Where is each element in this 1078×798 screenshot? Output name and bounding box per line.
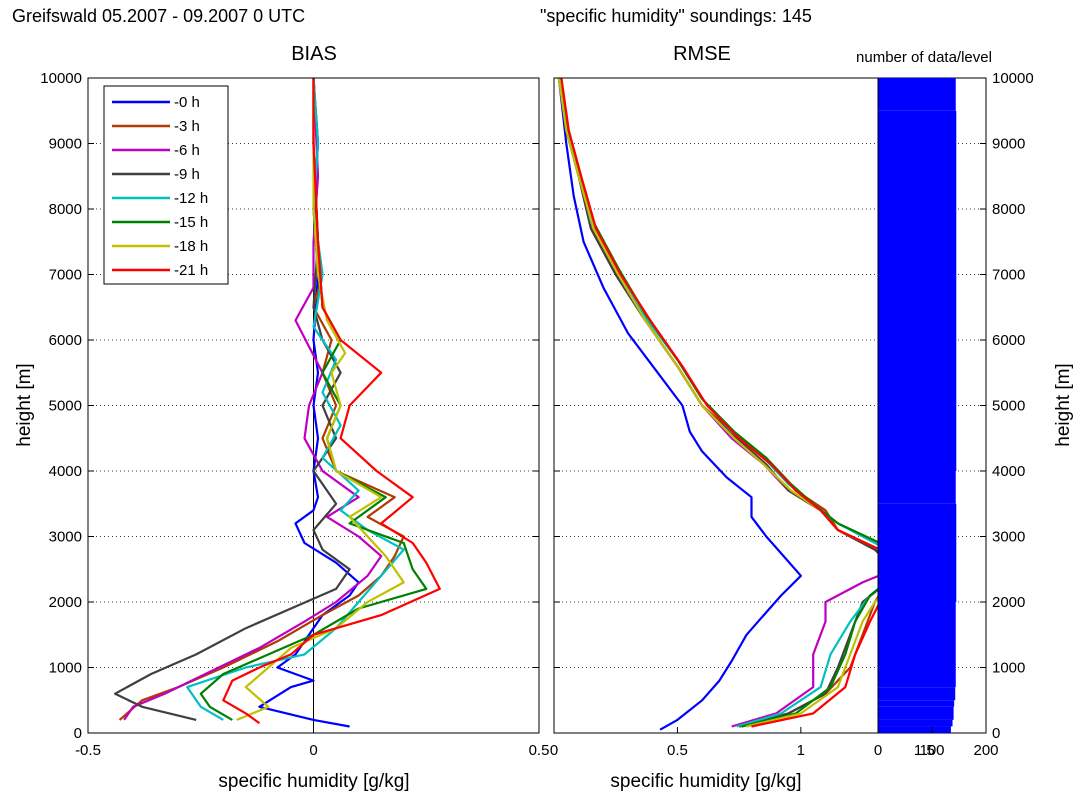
rmse-series-line	[557, 77, 896, 728]
count-bar	[878, 78, 956, 111]
rmse-xtick-label: 1	[797, 742, 805, 759]
bias-ytick-label: 10000	[40, 70, 82, 87]
count-bar	[878, 536, 957, 602]
bias-ytick-label: 5000	[49, 398, 82, 415]
count-ytick-label: 8000	[992, 201, 1025, 218]
count-title: number of data/level	[856, 49, 992, 66]
count-bar	[878, 274, 957, 340]
bias-series-line	[186, 77, 405, 721]
bias-ytick-label: 7000	[49, 267, 82, 284]
figure-header-right: "specific humidity" soundings: 145	[540, 6, 812, 26]
count-ytick-label: 10000	[992, 70, 1034, 87]
count-bar	[878, 503, 957, 537]
legend-label: -21 h	[174, 262, 208, 279]
rmse-series-line	[557, 77, 906, 728]
count-panel: number of data/level 0 100 200010002000300…	[856, 49, 1074, 759]
rmse-series-line	[557, 77, 906, 728]
legend-label: -12 h	[174, 190, 208, 207]
legend-label: -0 h	[174, 94, 200, 111]
count-ylabel: height [m]	[1053, 363, 1074, 446]
count-ytick-label: 1000	[992, 660, 1025, 677]
bias-legend: -0 h -3 h -6 h -9 h -12 h -15 h -18 h -21 h	[103, 85, 229, 285]
count-ytick-label: 6000	[992, 332, 1025, 349]
count-ytick-label: 5000	[992, 398, 1025, 415]
bias-xtick-label: 0.5	[529, 742, 550, 759]
count-bar	[878, 687, 956, 701]
rmse-series-line	[560, 77, 909, 728]
bias-series-line	[236, 78, 405, 721]
bias-series-line	[118, 77, 405, 721]
legend-label: -6 h	[174, 142, 200, 159]
bias-xlabel: specific humidity [g/kg]	[218, 771, 409, 792]
count-ytick-label: 7000	[992, 267, 1025, 284]
rmse-xlabel: specific humidity [g/kg]	[610, 771, 801, 792]
count-bar	[878, 405, 957, 471]
rmse-xtick-label: 0	[550, 742, 558, 759]
count-bar	[878, 667, 956, 688]
bias-ylabel: height [m]	[14, 363, 35, 446]
bias-ytick-label: 1000	[49, 660, 82, 677]
bias-ytick-label: 3000	[49, 529, 82, 546]
count-ytick-label: 4000	[992, 463, 1025, 480]
bias-series-line	[258, 77, 360, 728]
bias-series-line	[222, 78, 441, 725]
legend-label: -15 h	[174, 214, 208, 231]
bias-ytick-label: 4000	[49, 463, 82, 480]
count-xtick-label: 0	[874, 742, 882, 759]
count-bar	[878, 602, 956, 668]
bias-series-line	[113, 78, 351, 721]
rmse-xtick-label: 1.5	[914, 742, 935, 759]
rmse-series-line	[557, 77, 803, 731]
count-xtick-label: 100	[919, 742, 944, 759]
bias-series-line	[123, 77, 383, 721]
bias-ytick-label: 2000	[49, 594, 82, 611]
legend-box	[103, 85, 229, 285]
count-bar	[878, 700, 955, 707]
count-bar	[878, 143, 957, 209]
bias-ytick-label: 6000	[49, 332, 82, 349]
count-bar	[878, 706, 954, 720]
count-bar	[878, 726, 951, 733]
bias-xtick-label: 0	[309, 742, 317, 759]
bias-xtick-label: -0.5	[75, 742, 101, 759]
rmse-series-line	[557, 77, 901, 728]
rmse-series-line	[557, 77, 896, 728]
count-bar	[878, 209, 957, 275]
count-bar	[878, 110, 957, 144]
count-bar	[878, 340, 957, 406]
bias-ytick-label: 8000	[49, 201, 82, 218]
bias-panel: BIAS specific humidity [g/kg] height [m]…	[14, 43, 549, 792]
legend-label: -9 h	[174, 166, 200, 183]
bias-title: BIAS	[291, 43, 337, 65]
count-bar	[878, 471, 956, 504]
bias-ytick-label: 0	[74, 725, 82, 742]
bias-ytick-label: 9000	[49, 136, 82, 153]
rmse-xtick-label: 0.5	[667, 742, 688, 759]
count-xtick-label: 200	[973, 742, 998, 759]
legend-label: -18 h	[174, 238, 208, 255]
count-bar	[878, 719, 953, 727]
figure-header-left: Greifswald 05.2007 - 09.2007 0 UTC	[12, 6, 305, 26]
legend-label: -3 h	[174, 118, 200, 135]
count-ytick-label: 2000	[992, 594, 1025, 611]
count-ytick-label: 9000	[992, 136, 1025, 153]
count-ytick-label: 0	[992, 725, 1000, 742]
count-ytick-label: 3000	[992, 529, 1025, 546]
rmse-title: RMSE	[673, 43, 731, 65]
